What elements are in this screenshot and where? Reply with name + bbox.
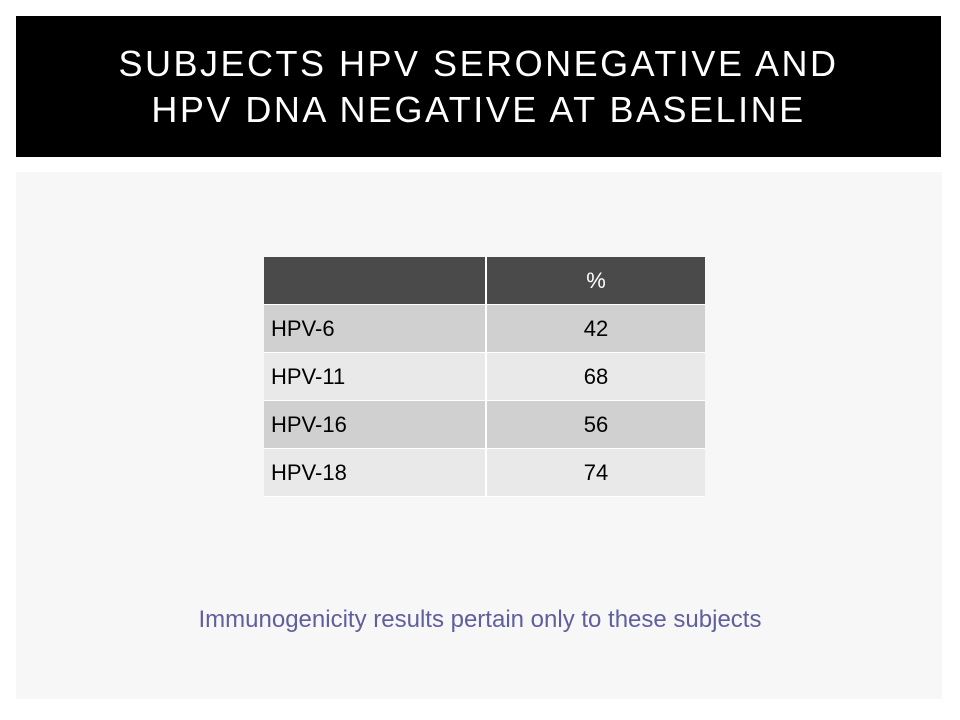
slide-title-line-2: HPV DNA NEGATIVE AT BASELINE (151, 88, 806, 130)
row-label: HPV-16 (264, 400, 487, 449)
row-value: 74 (486, 448, 705, 497)
table-row: HPV-6 42 (264, 304, 705, 353)
footnote: Immunogenicity results pertain only to t… (198, 606, 762, 633)
data-table: % HPV-6 42 HPV-11 68 HPV-16 56 HPV-18 74 (264, 257, 705, 497)
slide-title-line-1: SUBJECTS HPV SERONEGATIVE AND (118, 42, 839, 84)
table-header-label-cell (264, 257, 487, 305)
table-row: HPV-11 68 (264, 352, 705, 401)
row-value: 68 (486, 352, 705, 401)
row-value: 42 (486, 304, 705, 353)
row-value: 56 (486, 400, 705, 449)
row-label: HPV-11 (264, 352, 487, 401)
title-bar: SUBJECTS HPV SERONEGATIVE AND HPV DNA NE… (16, 16, 941, 157)
table-header-percent-cell: % (486, 257, 705, 305)
row-label: HPV-6 (264, 304, 487, 353)
row-label: HPV-18 (264, 448, 487, 497)
table-row: HPV-16 56 (264, 400, 705, 449)
table-row: HPV-18 74 (264, 448, 705, 497)
table-header-row: % (264, 257, 705, 305)
